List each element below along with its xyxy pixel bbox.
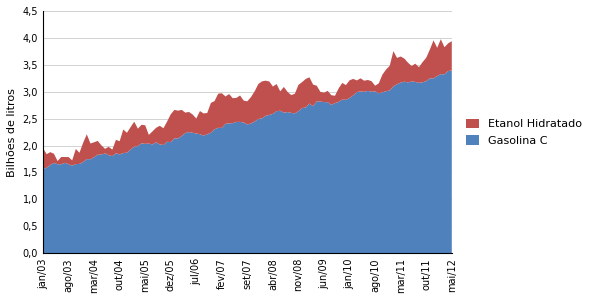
Legend: Etanol Hidratado, Gasolina C: Etanol Hidratado, Gasolina C (462, 114, 586, 150)
Y-axis label: Bilhões de litros: Bilhões de litros (7, 88, 17, 176)
